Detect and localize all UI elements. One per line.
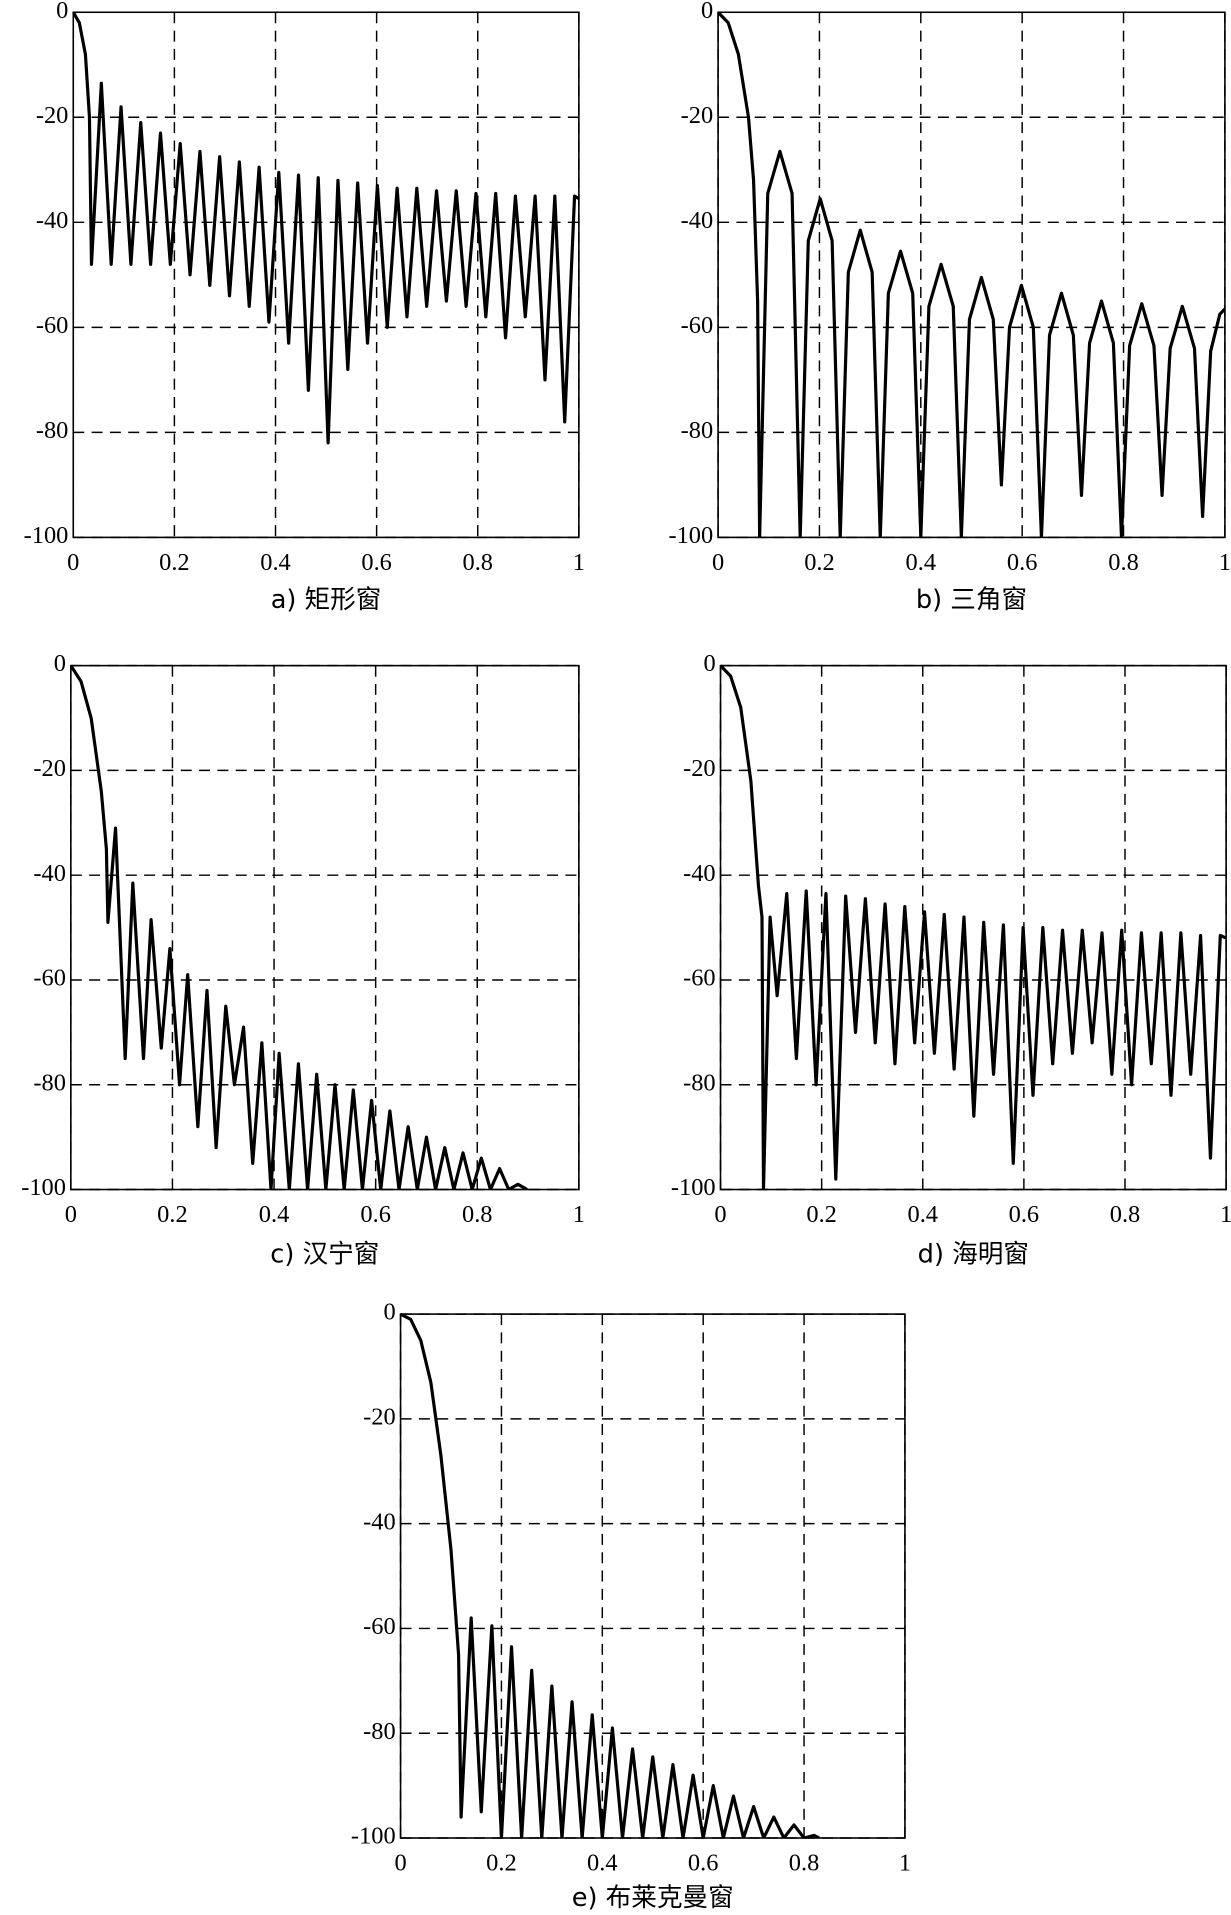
x-tick-label: 0.2 <box>804 549 835 576</box>
y-tick-label: -40 <box>36 207 69 234</box>
spectrum-line <box>400 1312 820 1839</box>
y-tick-label: -80 <box>363 1718 396 1745</box>
x-tick-label: 0.6 <box>1009 1201 1040 1228</box>
y-tick-label: -100 <box>24 522 69 549</box>
y-tick-label: -80 <box>681 417 714 444</box>
caption: d) 海明窗 <box>918 1239 1029 1269</box>
y-tick-label: 0 <box>54 650 66 677</box>
caption: c) 汉宁窗 <box>270 1239 379 1269</box>
spectrum-line <box>73 11 579 445</box>
y-tick-label: -100 <box>351 1823 396 1850</box>
x-tick-label: 1 <box>1219 549 1231 576</box>
x-tick-label: 0 <box>712 549 724 576</box>
x-tick-label: 1 <box>1220 1201 1231 1228</box>
x-tick-label: 0.2 <box>159 549 190 576</box>
plot-frame <box>72 11 580 539</box>
x-tick-label: 0 <box>394 1849 406 1876</box>
x-tick-label: 0.4 <box>587 1849 618 1876</box>
x-tick-label: 0.6 <box>688 1849 719 1876</box>
x-tick-label: 0.2 <box>806 1201 837 1228</box>
y-tick-label: -100 <box>671 1174 716 1201</box>
spectrum-line <box>718 11 1225 538</box>
spectrum-line <box>70 664 528 1190</box>
x-tick-label: 0.2 <box>486 1849 517 1876</box>
chart-panel: 0 0.2 0.4 0.6 0.8 1 0 -20 -40 -60 -80 -100 a) 矩形窗 <box>24 0 585 615</box>
x-tick-label: 1 <box>573 1201 585 1228</box>
plot-frame <box>719 664 1227 1191</box>
y-tick-label: 0 <box>56 0 68 24</box>
y-tick-label: -60 <box>33 965 66 992</box>
plot-frame <box>399 1313 906 1839</box>
y-tick-label: -80 <box>683 1069 716 1096</box>
x-tick-label: 1 <box>899 1849 911 1876</box>
x-tick-label: 0.8 <box>462 1201 493 1228</box>
y-tick-label: -60 <box>363 1613 396 1640</box>
y-tick-label: -80 <box>36 417 69 444</box>
x-tick-label: 0 <box>67 549 79 576</box>
y-tick-label: -40 <box>681 207 714 234</box>
x-tick-label: 0.8 <box>789 1849 820 1876</box>
chart-panel: 0 0.2 0.4 0.6 0.8 1 0 -20 -40 -60 -80 -100 b) 三角窗 <box>668 0 1231 615</box>
y-tick-label: -40 <box>33 860 66 887</box>
caption: b) 三角窗 <box>916 585 1027 615</box>
x-tick-label: 0.4 <box>906 549 937 576</box>
caption: a) 矩形窗 <box>271 585 382 615</box>
y-tick-label: -100 <box>668 522 713 549</box>
y-tick-label: -40 <box>683 860 716 887</box>
y-tick-label: -20 <box>683 755 716 782</box>
y-tick-label: -60 <box>36 312 69 339</box>
chart-panel: 0 0.2 0.4 0.6 0.8 1 0 -20 -40 -60 -80 -100 d) 海明窗 <box>671 650 1231 1269</box>
y-tick-label: -20 <box>36 102 69 129</box>
x-tick-label: 0.8 <box>1108 549 1139 576</box>
y-tick-label: -100 <box>21 1174 66 1201</box>
x-tick-label: 0.4 <box>260 549 291 576</box>
x-tick-label: 0.8 <box>462 549 493 576</box>
y-tick-label: 0 <box>703 650 715 677</box>
x-tick-label: 0 <box>714 1201 726 1228</box>
chart-panel: 0 0.2 0.4 0.6 0.8 1 0 -20 -40 -60 -80 -100 e) 布莱克曼窗 <box>351 1299 911 1913</box>
y-tick-label: 0 <box>383 1299 395 1326</box>
x-tick-label: 0.4 <box>259 1201 290 1228</box>
x-tick-label: 0 <box>65 1201 77 1228</box>
x-tick-label: 0.4 <box>908 1201 939 1228</box>
y-tick-label: -80 <box>33 1069 66 1096</box>
x-tick-label: 0.8 <box>1110 1201 1141 1228</box>
y-tick-label: -20 <box>33 755 66 782</box>
y-tick-label: -60 <box>683 965 716 992</box>
y-tick-label: -20 <box>681 102 714 129</box>
y-tick-label: -20 <box>363 1403 396 1430</box>
plot-frame <box>717 11 1226 539</box>
y-tick-label: -40 <box>363 1508 396 1535</box>
x-tick-label: 1 <box>573 549 585 576</box>
caption: e) 布莱克曼窗 <box>572 1883 734 1913</box>
x-tick-label: 0.6 <box>1007 549 1038 576</box>
y-tick-label: 0 <box>701 0 713 24</box>
x-tick-label: 0.6 <box>360 1201 391 1228</box>
spectrum-line <box>720 664 1227 1190</box>
chart-panel: 0 0.2 0.4 0.6 0.8 1 0 -20 -40 -60 -80 -100 c) 汉宁窗 <box>21 650 585 1269</box>
x-tick-label: 0.2 <box>157 1201 188 1228</box>
y-tick-label: -60 <box>681 312 714 339</box>
plot-frame <box>70 664 580 1191</box>
x-tick-label: 0.6 <box>361 549 392 576</box>
